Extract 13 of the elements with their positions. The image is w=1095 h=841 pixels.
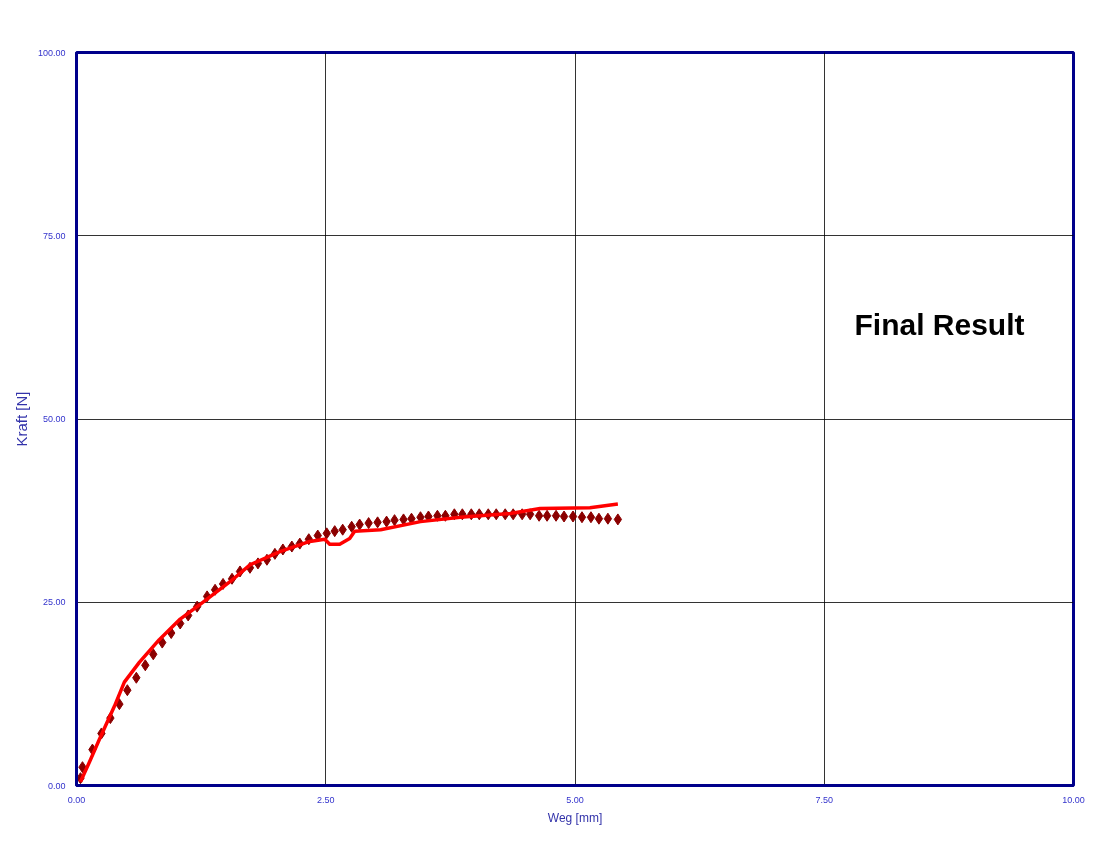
x-tick-label: 5.00 xyxy=(566,794,584,805)
x-tick-label: 10.00 xyxy=(1062,794,1085,805)
annotation: Final Result xyxy=(854,307,1025,341)
y-tick-label: 0.00 xyxy=(47,780,66,791)
y-tick-label: 100.00 xyxy=(37,47,66,58)
y-tick-label: 50.00 xyxy=(42,414,66,424)
x-tick-label: 2.50 xyxy=(316,794,335,805)
x-axis-title: Weg [mm] xyxy=(547,810,603,825)
y-axis-title: Kraft [N] xyxy=(12,391,30,447)
x-tick-label: 0.00 xyxy=(67,794,86,805)
y-tick-label: 75.00 xyxy=(42,230,66,241)
y-tick-label: 25.00 xyxy=(42,597,66,608)
x-tick-label: 7.50 xyxy=(815,794,834,805)
